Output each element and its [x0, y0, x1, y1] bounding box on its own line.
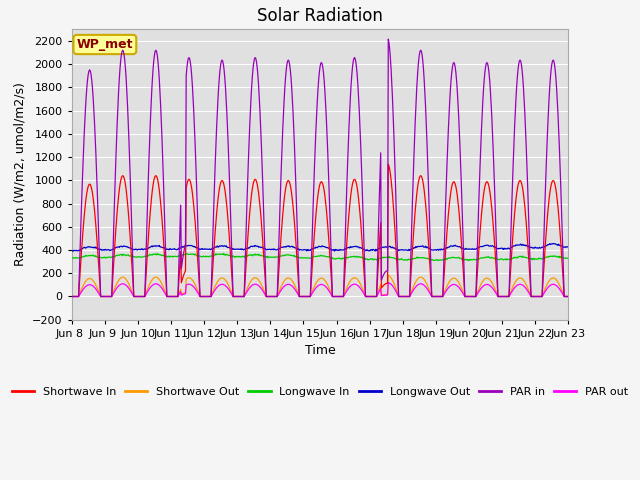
Title: Solar Radiation: Solar Radiation — [257, 7, 383, 25]
Y-axis label: Radiation (W/m2, umol/m2/s): Radiation (W/m2, umol/m2/s) — [13, 83, 27, 266]
Text: WP_met: WP_met — [77, 38, 133, 51]
Legend: Shortwave In, Shortwave Out, Longwave In, Longwave Out, PAR in, PAR out: Shortwave In, Shortwave Out, Longwave In… — [7, 383, 633, 401]
X-axis label: Time: Time — [305, 344, 335, 357]
